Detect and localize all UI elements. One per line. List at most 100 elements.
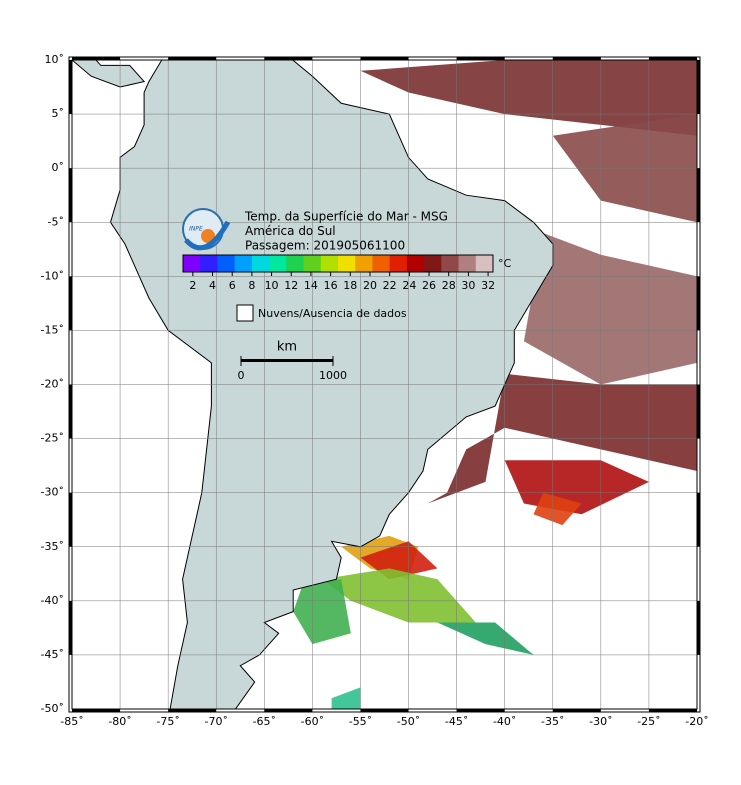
- logo-arrow: [184, 220, 231, 251]
- frame-bar: [264, 709, 313, 712]
- frame-bar: [697, 60, 700, 115]
- sst-patch: [437, 622, 534, 655]
- colorbar-tick-label: 28: [442, 279, 456, 292]
- lat-tick-label: -20˚: [41, 378, 64, 391]
- colorbar-segment: [251, 255, 270, 272]
- sst-patch: [360, 541, 438, 580]
- scale-bar: [241, 359, 333, 362]
- colorbar-segment: [286, 255, 305, 272]
- colorbar-tick-label: 10: [265, 279, 279, 292]
- colorbar-tick-label: 14: [304, 279, 318, 292]
- lat-tick-label: -25˚: [41, 432, 64, 445]
- frame-bar: [264, 57, 313, 60]
- colorbar-tick-label: 16: [324, 279, 338, 292]
- frame-bar: [697, 168, 700, 223]
- lon-tick-label: -20˚: [685, 715, 708, 728]
- colorbar-segment: [234, 255, 253, 272]
- title-line: Passagem: 201905061100: [245, 239, 405, 253]
- lat-tick-label: -35˚: [41, 540, 64, 553]
- sst-patch: [533, 492, 582, 526]
- lon-tick-label: -55˚: [349, 715, 372, 728]
- lat-tick-label: -15˚: [41, 323, 64, 336]
- lon-tick-label: -70˚: [204, 715, 227, 728]
- lon-tick-label: -50˚: [397, 715, 420, 728]
- frame-bar: [697, 600, 700, 655]
- sst-patch: [331, 687, 361, 709]
- frame-bar: [697, 276, 700, 331]
- colorbar-segment: [475, 255, 494, 272]
- lat-tick-label: -30˚: [41, 486, 64, 499]
- title-line: América do Sul: [245, 224, 336, 238]
- frame-bar: [72, 57, 121, 60]
- frame-bar: [697, 384, 700, 439]
- colorbar-segment: [389, 255, 408, 272]
- colorbar-border: [182, 254, 494, 273]
- frame-bar: [69, 600, 72, 655]
- colorbar-segment: [183, 255, 201, 272]
- frame-bar: [360, 709, 409, 712]
- colorbar-segment: [355, 255, 373, 272]
- colorbar-segment: [269, 255, 287, 272]
- sst-patch: [523, 233, 697, 385]
- colorbar-segment: [200, 255, 218, 272]
- frame-bar: [552, 709, 601, 712]
- colorbar-segment: [441, 255, 460, 272]
- lat-tick-label: -50˚: [41, 702, 64, 715]
- lat-tick-label: -5˚: [48, 215, 64, 228]
- title-line: Temp. da Superfície do Mar - MSG: [244, 210, 448, 224]
- lon-tick-label: -65˚: [253, 715, 276, 728]
- colorbar-tick-label: 4: [209, 279, 216, 292]
- colorbar-tick-label: 30: [461, 279, 475, 292]
- colorbar-tick-label: 8: [248, 279, 255, 292]
- frame-bar: [72, 709, 121, 712]
- legend-swatch: [236, 304, 254, 322]
- colorbar-tick-label: 24: [402, 279, 416, 292]
- colorbar-segment: [338, 255, 356, 272]
- frame-bar: [648, 57, 697, 60]
- colorbar-segment: [458, 255, 477, 272]
- logo-dot: [201, 229, 215, 243]
- lon-tick-label: -25˚: [637, 715, 660, 728]
- logo-text: INPE: [189, 226, 203, 233]
- frame-bar: [168, 57, 217, 60]
- lat-tick-label: 10˚: [45, 53, 65, 66]
- colorbar-tick-label: 18: [343, 279, 357, 292]
- legend-label: Nuvens/Ausencia de dados: [258, 307, 407, 320]
- lat-tick-label: -40˚: [41, 594, 64, 607]
- colorbar-tick-label: 22: [383, 279, 397, 292]
- frame-bar: [69, 492, 72, 547]
- colorbar-tick-label: 32: [481, 279, 495, 292]
- lon-tick-label: -75˚: [156, 715, 179, 728]
- colorbar-tick-label: 12: [284, 279, 298, 292]
- colorbar-tick-label: 6: [229, 279, 236, 292]
- lon-tick-label: -45˚: [445, 715, 468, 728]
- lon-tick-label: -30˚: [589, 715, 612, 728]
- frame-bar: [456, 57, 505, 60]
- frame-bar: [648, 709, 697, 712]
- frame-bar: [69, 60, 72, 115]
- colorbar-segment: [320, 255, 339, 272]
- lat-tick-label: 0˚: [52, 161, 65, 174]
- sst-patch: [360, 60, 697, 136]
- frame-bar: [456, 709, 505, 712]
- colorbar-tick-label: 2: [189, 279, 196, 292]
- lat-tick-label: -45˚: [41, 648, 64, 661]
- scale-tick-label: 0: [238, 369, 245, 382]
- frame-bar: [168, 709, 217, 712]
- colorbar-tick-label: 26: [422, 279, 436, 292]
- frame-bar: [69, 168, 72, 223]
- lon-tick-label: -60˚: [301, 715, 324, 728]
- frame-bar: [697, 492, 700, 547]
- colorbar-segment: [406, 255, 425, 272]
- frame-bar: [69, 384, 72, 439]
- frame-bar: [360, 57, 409, 60]
- colorbar-segment: [372, 255, 391, 272]
- colorbar-segment: [424, 255, 442, 272]
- frame-bar: [69, 276, 72, 331]
- lon-tick-label: -40˚: [493, 715, 516, 728]
- scale-unit: km: [277, 340, 297, 355]
- colorbar-tick-label: 20: [363, 279, 377, 292]
- lon-tick-label: -80˚: [108, 715, 131, 728]
- frame-bar: [552, 57, 601, 60]
